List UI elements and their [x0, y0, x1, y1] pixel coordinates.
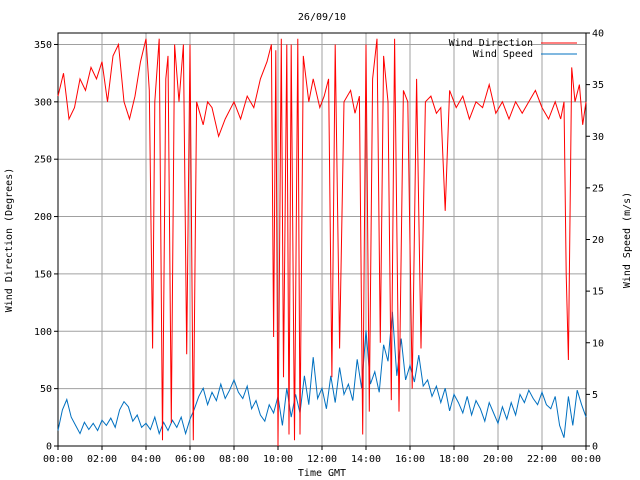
y-left-tick-label: 250	[34, 155, 52, 166]
y-left-tick-label: 50	[40, 384, 52, 395]
y-left-tick-label: 100	[34, 327, 52, 338]
y-left-tick-label: 150	[34, 269, 52, 280]
y-right-tick-label: 15	[592, 287, 604, 298]
y-right-tick-label: 10	[592, 338, 604, 349]
x-axis-label: Time GMT	[298, 468, 346, 479]
grid	[58, 33, 586, 446]
y-left-tick-label: 300	[34, 97, 52, 108]
x-tick-label: 00:00	[571, 454, 601, 465]
x-tick-label: 04:00	[131, 454, 161, 465]
axis-ticks: 00:00 02:00 04:00 06:00 08:00 10:00 12:00 14:00…	[34, 29, 604, 466]
y-left-tick-label: 350	[34, 40, 52, 51]
chart-title: 26/09/10	[298, 12, 346, 23]
x-tick-label: 02:00	[87, 454, 117, 465]
y-right-tick-label: 30	[592, 132, 604, 143]
x-tick-label: 00:00	[43, 454, 73, 465]
legend-label-speed: Wind Speed	[473, 49, 533, 60]
y-right-tick-label: 20	[592, 235, 604, 246]
y-axis-right-label: Wind Speed (m/s)	[622, 192, 633, 288]
wind-direction-line	[57, 38, 587, 447]
x-tick-label: 06:00	[175, 454, 205, 465]
y-right-tick-label: 25	[592, 183, 604, 194]
y-right-tick-label: 0	[592, 442, 598, 453]
series-layer	[57, 38, 587, 447]
y-right-tick-label: 40	[592, 29, 604, 40]
y-axis-left-label: Wind Direction (Degrees)	[4, 168, 15, 313]
wind-speed-line	[57, 311, 587, 438]
x-tick-label: 22:00	[527, 454, 557, 465]
x-tick-label: 12:00	[307, 454, 337, 465]
legend: Wind Direction Wind Speed	[449, 38, 577, 60]
y-left-tick-label: 0	[46, 442, 52, 453]
x-tick-label: 18:00	[439, 454, 469, 465]
y-right-tick-label: 5	[592, 390, 598, 401]
x-tick-label: 10:00	[263, 454, 293, 465]
x-tick-label: 14:00	[351, 454, 381, 465]
legend-label-direction: Wind Direction	[449, 38, 533, 49]
x-tick-label: 08:00	[219, 454, 249, 465]
x-tick-label: 20:00	[483, 454, 513, 465]
x-tick-label: 16:00	[395, 454, 425, 465]
y-left-tick-label: 200	[34, 212, 52, 223]
y-right-tick-label: 35	[592, 80, 604, 91]
